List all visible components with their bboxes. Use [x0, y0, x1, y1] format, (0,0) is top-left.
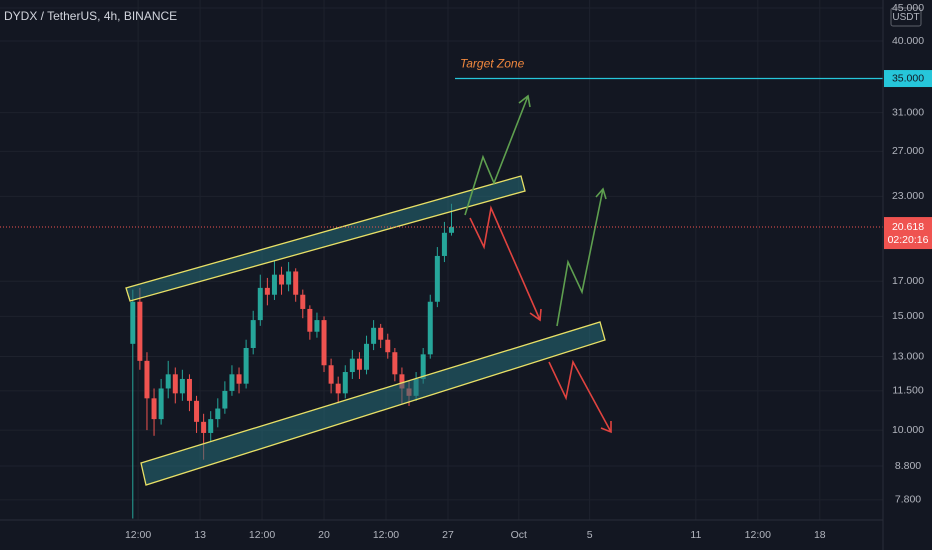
target-price-box	[884, 70, 932, 88]
candle-body	[371, 327, 377, 344]
x-tick-label: 12:00	[125, 529, 151, 541]
arrow-head	[529, 308, 542, 322]
candle-body	[264, 287, 270, 295]
lower-channel	[140, 321, 606, 486]
candle-body	[300, 294, 306, 309]
candle-body	[151, 398, 157, 420]
y-tick-label: 15.000	[892, 310, 924, 322]
y-tick-label: 10.000	[892, 424, 924, 436]
candle-body	[314, 320, 320, 332]
candle-body	[420, 354, 426, 379]
y-tick-label: 8.800	[895, 460, 921, 472]
y-tick-label: 11.500	[892, 385, 923, 397]
bull-arrow	[556, 188, 604, 327]
x-tick-label: 12:00	[373, 529, 399, 541]
candle-body	[279, 274, 285, 285]
candle-body	[208, 419, 214, 433]
candle-body	[215, 408, 221, 420]
candle-body	[243, 347, 249, 384]
candle-body	[364, 343, 370, 370]
x-tick-label: Oct	[511, 529, 527, 541]
candle-body	[356, 358, 362, 370]
candle-body	[427, 301, 433, 355]
candle-body	[441, 232, 447, 256]
bear-arrow	[469, 205, 541, 321]
candle-body	[286, 271, 292, 285]
x-tick-label: 5	[587, 529, 593, 541]
last-price-box	[884, 217, 932, 250]
last-price-label: 20.618	[892, 221, 924, 233]
candle-body	[229, 374, 235, 391]
candle-body	[250, 320, 256, 348]
candle-body	[449, 227, 455, 233]
candle-body	[385, 339, 391, 353]
candle-body	[271, 274, 277, 295]
bear-arrow	[548, 359, 612, 433]
candle-body	[179, 378, 185, 394]
x-tick-label: 18	[814, 529, 826, 541]
candle-body	[257, 287, 263, 321]
candle-body	[144, 360, 150, 399]
candle-body	[222, 390, 228, 409]
y-tick-label: 40.000	[892, 35, 924, 47]
candle-body	[165, 374, 171, 389]
candle-body	[201, 421, 207, 433]
candle-body	[378, 327, 384, 340]
x-tick-label: 20	[318, 529, 330, 541]
candle-body	[399, 374, 405, 389]
upper-channel	[125, 175, 526, 302]
scenario-arrows	[464, 94, 612, 434]
x-tick-label: 13	[194, 529, 206, 541]
candle-body	[293, 271, 299, 295]
candle-body	[434, 255, 440, 302]
currency-label[interactable]: USDT	[892, 12, 919, 23]
target-price-label: 35.000	[892, 72, 924, 84]
y-tick-label: 45.000	[892, 2, 924, 14]
candle-body	[172, 374, 178, 394]
x-tick-label: 27	[442, 529, 454, 541]
candle-body	[335, 383, 341, 394]
arrow-head	[595, 187, 607, 200]
x-tick-label: 11	[690, 529, 701, 541]
candle-body	[349, 358, 355, 373]
candle-body	[186, 378, 192, 401]
candle-body	[307, 308, 313, 332]
candle-body	[130, 301, 136, 344]
y-tick-label: 17.000	[892, 275, 924, 287]
candle-body	[321, 320, 327, 366]
x-tick-label: 12:00	[249, 529, 275, 541]
arrow-head	[600, 421, 612, 434]
chart-title: DYDX / TetherUS, 4h, BINANCE	[4, 9, 177, 23]
y-tick-label: 27.000	[892, 145, 924, 157]
candle-body	[342, 372, 348, 394]
candle-body	[158, 388, 164, 420]
arrow-head	[518, 94, 531, 108]
candle-body	[194, 400, 200, 422]
bull-arrow	[464, 95, 529, 216]
currency-box[interactable]	[890, 7, 922, 27]
y-tick-label: 13.000	[892, 350, 924, 362]
candle-body	[392, 352, 398, 375]
candle-body	[328, 365, 334, 384]
y-tick-label: 23.000	[892, 190, 924, 202]
candle-body	[137, 301, 143, 361]
y-tick-label: 31.000	[892, 106, 924, 118]
target-text: Target Zone	[460, 57, 525, 71]
y-tick-label: 7.800	[895, 494, 921, 506]
x-tick-label: 12:00	[745, 529, 771, 541]
candle-body	[236, 374, 242, 384]
countdown-label: 02:20:16	[888, 234, 929, 246]
